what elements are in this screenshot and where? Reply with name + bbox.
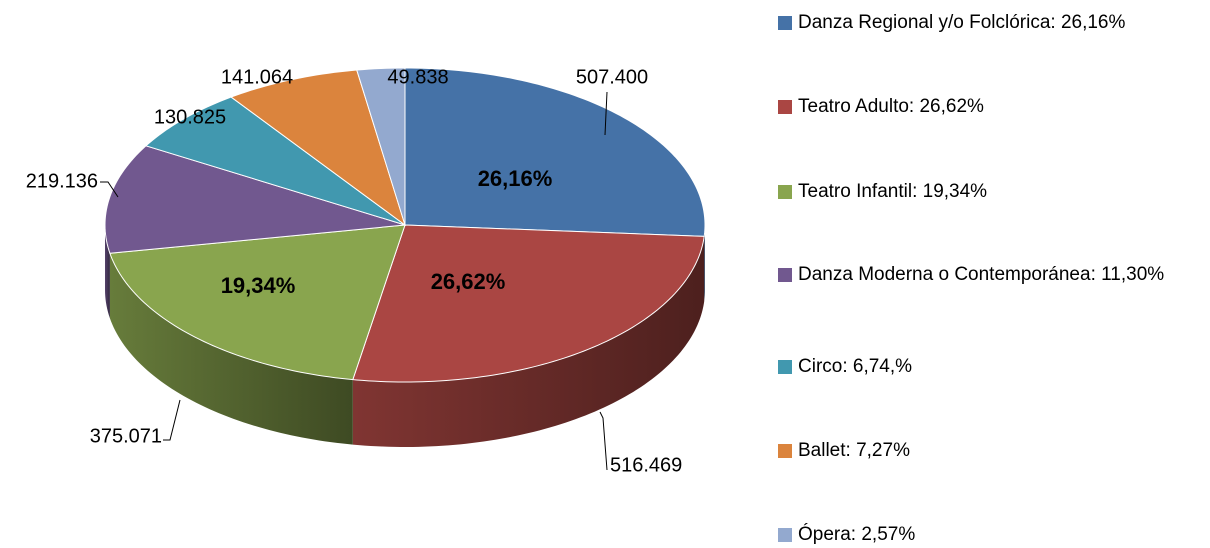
legend-item: Ballet: 7,27% <box>778 438 1198 464</box>
slice <box>104 145 406 254</box>
legend-swatch <box>778 16 792 30</box>
legend-swatch <box>778 185 792 199</box>
leader-line <box>163 399 181 441</box>
leader-line <box>100 181 119 198</box>
legend-item: Teatro Adulto: 26,62% <box>778 94 1198 120</box>
slice <box>356 67 406 226</box>
value-label: 219.136 <box>26 170 98 192</box>
legend-label: Ópera: 2,57% <box>798 524 916 545</box>
legend-swatch <box>778 528 792 542</box>
legend-item: Danza Moderna o Contemporánea: 11,30% <box>778 262 1198 288</box>
percent-label: 19,34% <box>221 273 296 298</box>
slice <box>230 69 406 227</box>
legend-label: Ballet: 7,27% <box>798 440 910 461</box>
leader-line <box>599 411 608 471</box>
legend-swatch <box>778 268 792 282</box>
legend-label: Circo: 6,74,% <box>798 356 913 377</box>
value-label: 375.071 <box>90 425 162 447</box>
slice <box>352 224 705 383</box>
value-label: 130.825 <box>154 106 226 128</box>
slice-side <box>704 225 705 302</box>
legend-item: Ópera: 2,57% <box>778 522 1198 548</box>
legend-swatch <box>778 360 792 374</box>
legend-swatch <box>778 444 792 458</box>
slice <box>404 67 706 237</box>
value-label: 516.469 <box>610 454 682 476</box>
slice <box>109 224 406 381</box>
legend-item: Danza Regional y/o Folclórica: 26,16% <box>778 10 1198 36</box>
slice-side <box>105 225 110 319</box>
slice-side <box>352 236 705 447</box>
legend-swatch <box>778 100 792 114</box>
value-label: 141.064 <box>221 66 293 88</box>
legend-label: Teatro Infantil: 19,34% <box>798 181 988 202</box>
slice <box>144 96 406 226</box>
percent-label: 26,16% <box>478 166 553 191</box>
percent-label: 26,62% <box>431 269 506 294</box>
legend-label: Danza Regional y/o Folclórica: 26,16% <box>798 12 1126 33</box>
legend-label: Teatro Adulto: 26,62% <box>798 96 984 117</box>
legend-label: Danza Moderna o Contemporánea: 11,30% <box>798 264 1165 285</box>
legend-item: Circo: 6,74,% <box>778 354 1198 380</box>
value-label: 507.400 <box>576 66 648 88</box>
value-label: 49.838 <box>387 66 448 88</box>
leader-line <box>604 91 608 136</box>
slice-side <box>109 253 353 445</box>
legend-item: Teatro Infantil: 19,34% <box>778 179 1198 205</box>
